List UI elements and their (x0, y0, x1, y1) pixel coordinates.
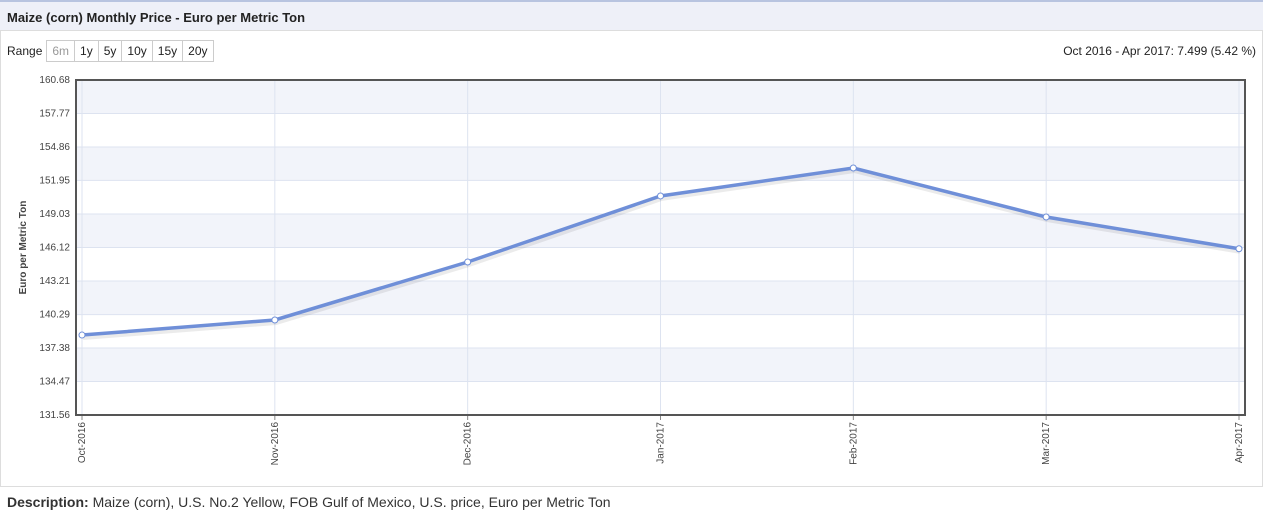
y-tick-label: 157.77 (39, 108, 70, 119)
y-axis-label: Euro per Metric Ton (18, 201, 29, 295)
y-tick-label: 154.86 (39, 142, 70, 153)
range-selector: Range 6m 1y 5y 10y 15y 20y (7, 40, 214, 62)
x-tick-label: Apr-2017 (1234, 422, 1245, 464)
x-tick-label: Oct-2016 (77, 422, 88, 464)
y-tick-label: 140.29 (39, 310, 70, 321)
x-tick-label: Mar-2017 (1041, 422, 1052, 465)
x-tick-label: Feb-2017 (848, 422, 859, 465)
range-button[interactable]: 6m (46, 40, 76, 62)
frame (0, 30, 1263, 487)
change-summary: Oct 2016 - Apr 2017: 7.499 (5.42 %) (1063, 44, 1256, 58)
title-bar: Maize (corn) Monthly Price - Euro per Me… (0, 0, 1263, 31)
point (1235, 245, 1243, 253)
range-button[interactable]: 1y (74, 40, 99, 62)
y-tick-label: 146.12 (39, 243, 70, 254)
x-tick-label: Dec-2016 (463, 422, 474, 466)
title: Maize (corn) Monthly Price - Euro per Me… (7, 10, 306, 25)
point (657, 192, 664, 200)
x-tick-label: Nov-2016 (270, 422, 281, 466)
range-button[interactable]: 15y (151, 40, 184, 62)
description-label: Description: (7, 494, 89, 510)
point (1042, 213, 1050, 221)
range-button[interactable]: 10y (121, 40, 153, 62)
y-tick-label: 151.95 (39, 175, 70, 186)
y-tick-label: 143.21 (39, 276, 70, 287)
range-button[interactable]: 5y (97, 40, 123, 62)
plot-border (75, 79, 1246, 416)
point (271, 316, 279, 324)
range-button[interactable]: 20y (182, 40, 214, 62)
y-tick-label: 131.56 (39, 410, 70, 421)
range-label: Range (7, 44, 43, 58)
y-tick-label: 149.03 (39, 209, 70, 220)
y-tick-label: 137.38 (39, 343, 70, 354)
x-tick-label: Jan-2017 (656, 422, 667, 464)
point (78, 331, 86, 339)
point (464, 258, 472, 266)
point (849, 164, 857, 172)
y-tick-label: 134.47 (39, 377, 70, 388)
y-tick-label: 160.68 (39, 75, 70, 86)
description-text: Maize (corn), U.S. No.2 Yellow, FOB Gulf… (92, 494, 611, 510)
description: Description: Maize (corn), U.S. No.2 Yel… (7, 494, 611, 510)
